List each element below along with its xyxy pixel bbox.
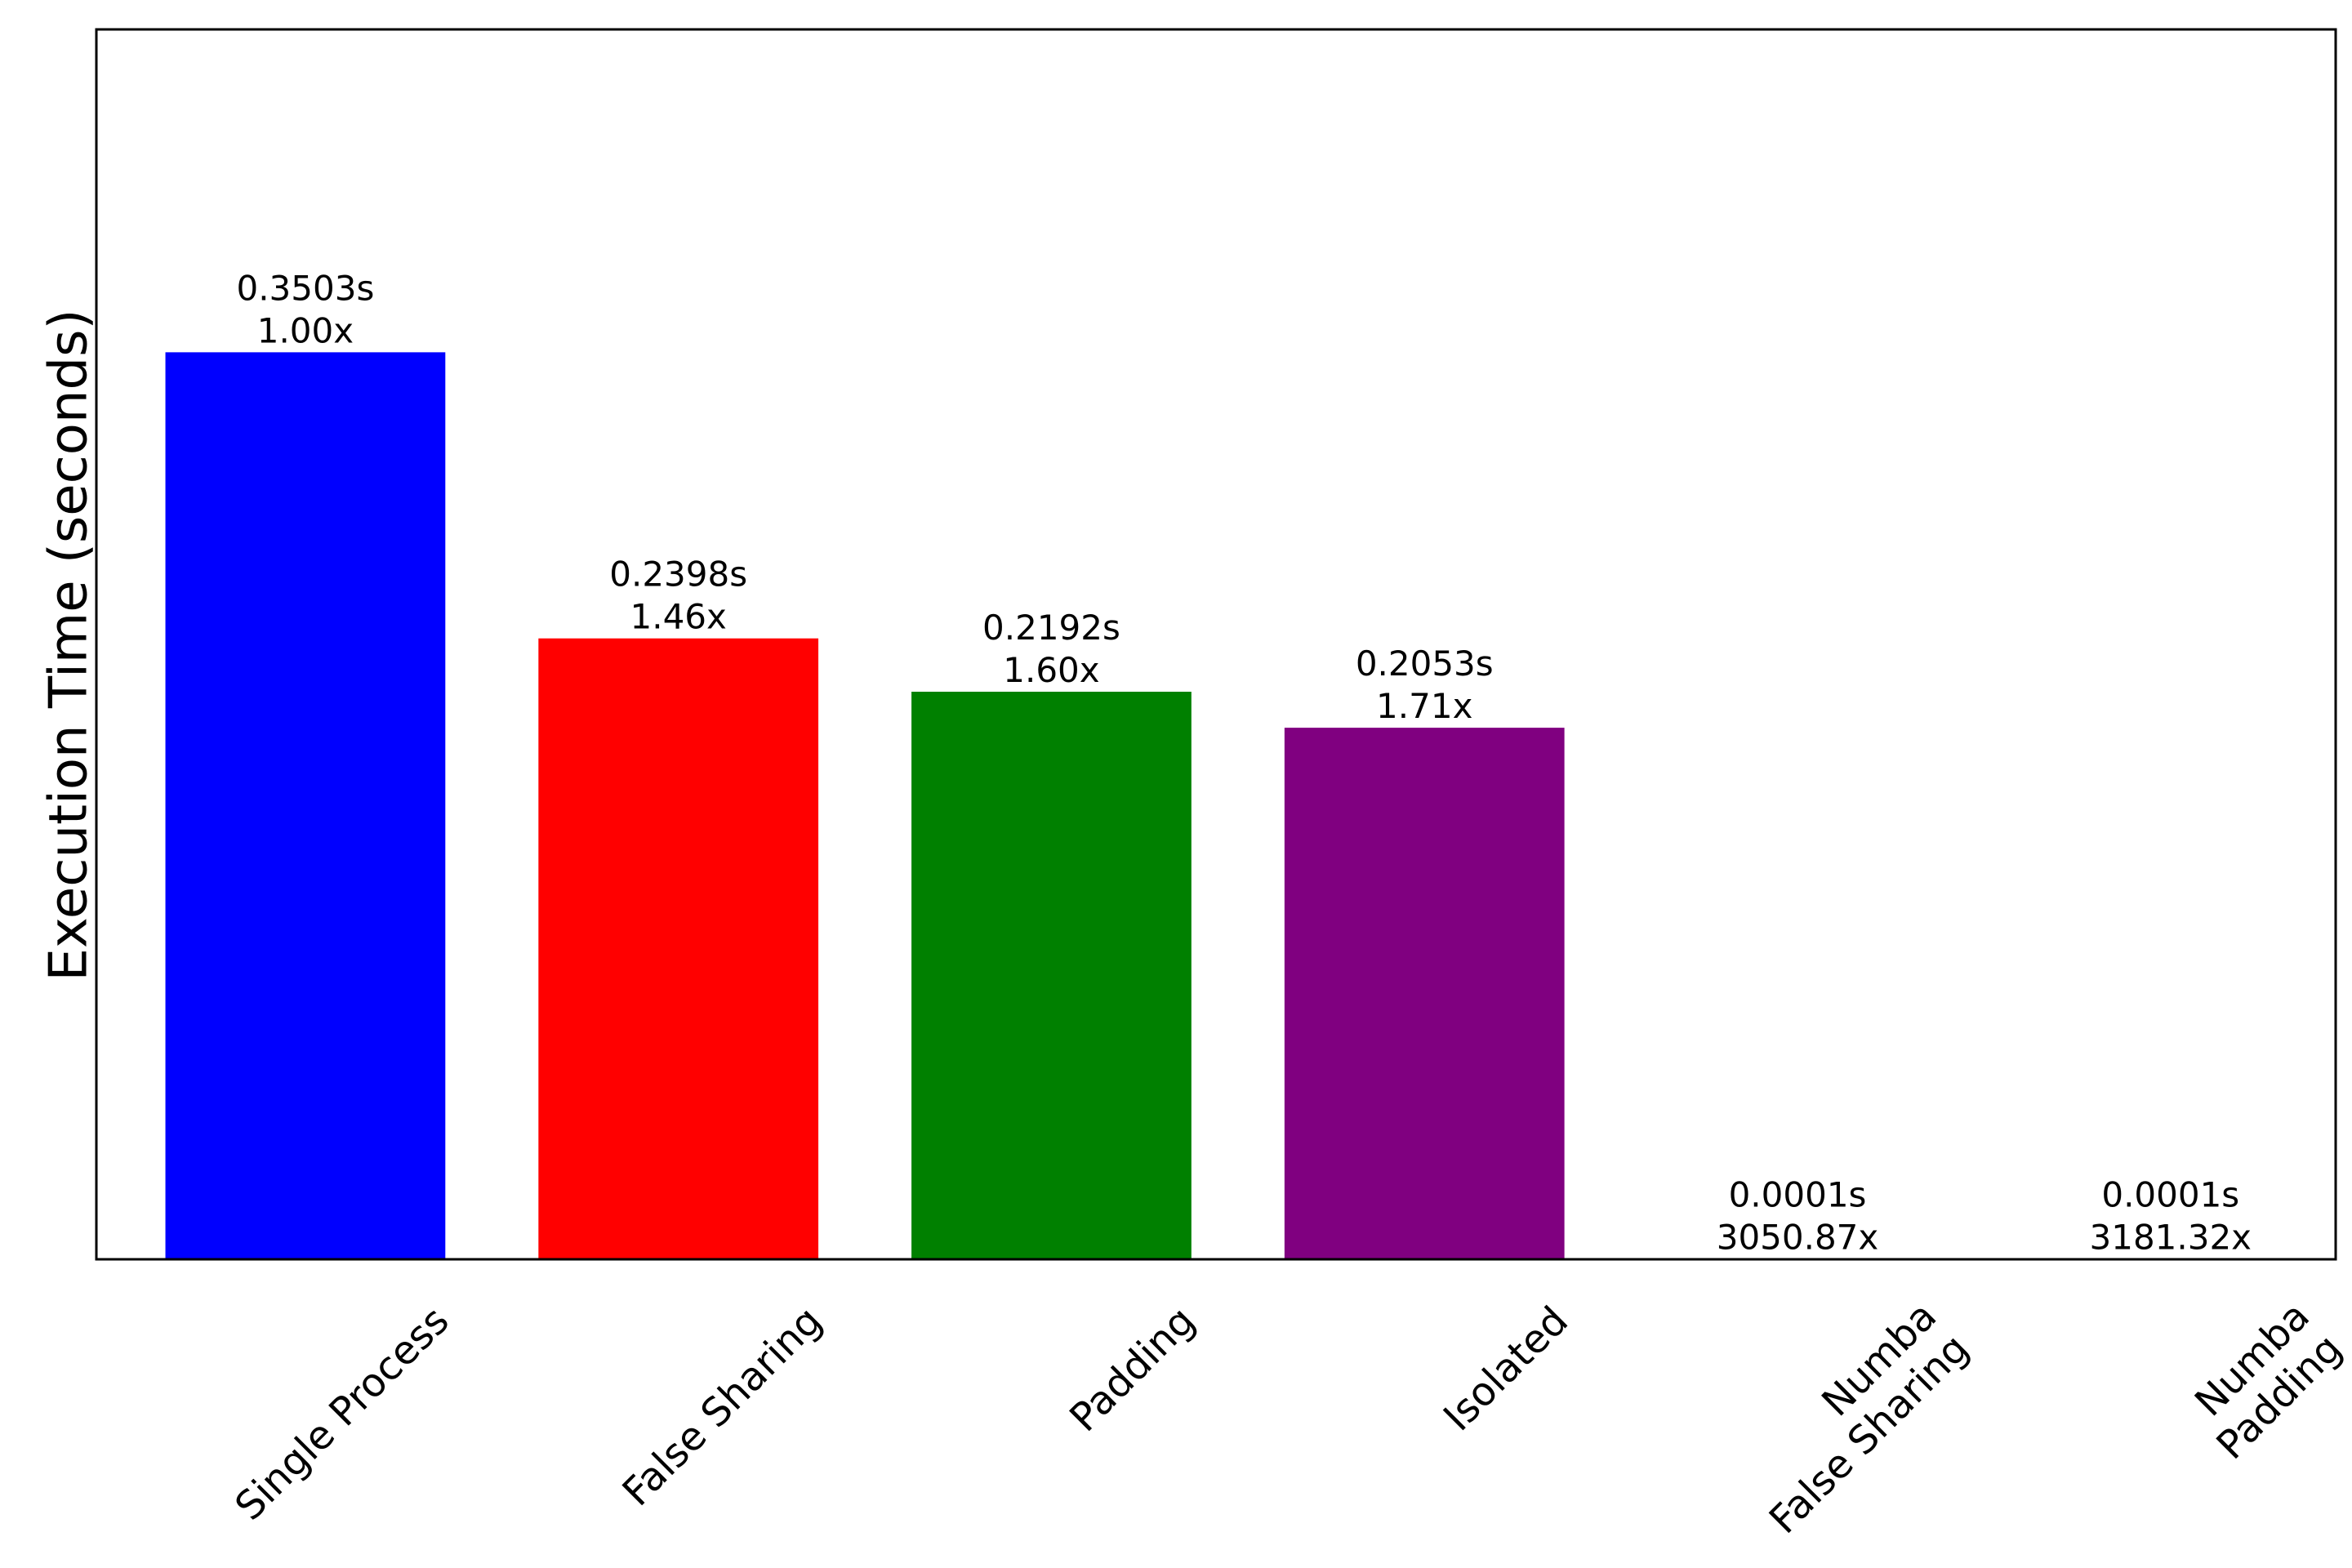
bar bbox=[911, 692, 1192, 1259]
x-tick-label-line: False Sharing bbox=[614, 1298, 831, 1515]
x-tick-label-line: Padding bbox=[1061, 1298, 1204, 1441]
bar-time-label: 0.2398s bbox=[609, 555, 747, 595]
x-tick-label: Single Process bbox=[226, 1298, 457, 1529]
bar-time-label: 0.2053s bbox=[1356, 644, 1494, 684]
x-tick-label: Padding bbox=[1061, 1298, 1204, 1441]
x-tick-label-line: Isolated bbox=[1435, 1298, 1577, 1440]
bar bbox=[1284, 728, 1565, 1259]
bar bbox=[538, 638, 819, 1259]
bar-speedup-label: 1.71x bbox=[1376, 686, 1472, 726]
bar bbox=[165, 352, 446, 1259]
bars-group bbox=[165, 352, 2311, 1259]
bar-speedup-label: 1.60x bbox=[1003, 650, 1099, 690]
x-tick-label: Isolated bbox=[1435, 1298, 1577, 1440]
x-tick-label: False Sharing bbox=[614, 1298, 831, 1515]
plot-frame bbox=[95, 28, 2337, 1261]
y-axis-title: Execution Time (seconds) bbox=[39, 310, 100, 982]
bar-time-label: 0.2192s bbox=[982, 608, 1120, 648]
x-tick-label-line: Single Process bbox=[226, 1298, 457, 1529]
bar-time-label: 0.3503s bbox=[236, 268, 374, 308]
x-tick-labels-group: Single Process False Sharing Padding Isolat… bbox=[226, 1294, 2350, 1543]
bar-time-label: 0.0001s bbox=[1729, 1175, 1867, 1215]
bar-time-label: 0.0001s bbox=[2101, 1175, 2239, 1215]
bar-speedup-label: 3181.32x bbox=[2090, 1218, 2252, 1258]
bar-speedup-label: 1.46x bbox=[630, 597, 727, 637]
bar-speedup-label: 3050.87x bbox=[1717, 1218, 1879, 1258]
bar-speedup-label: 1.00x bbox=[257, 310, 354, 350]
